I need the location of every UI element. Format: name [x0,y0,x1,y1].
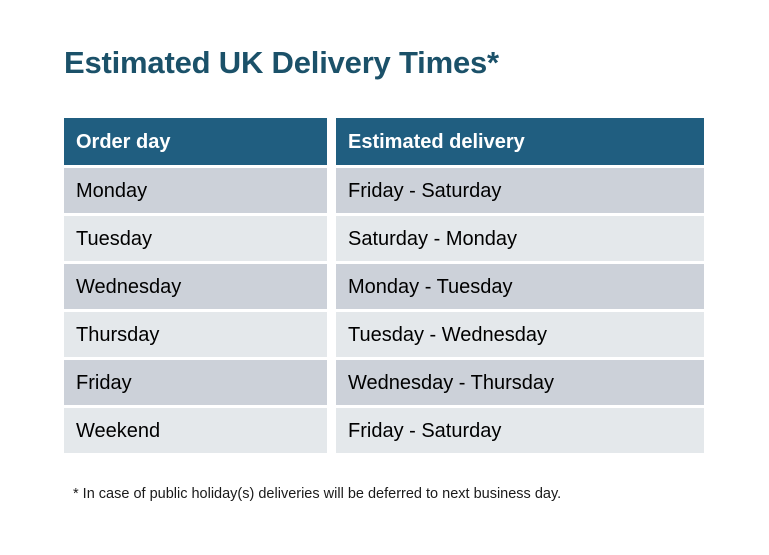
cell-estimated-delivery: Friday - Saturday [336,408,704,453]
cell-order-day: Thursday [64,312,327,357]
table-row: Thursday Tuesday - Wednesday [64,312,704,357]
table-row: Tuesday Saturday - Monday [64,216,704,261]
cell-estimated-delivery: Friday - Saturday [336,168,704,213]
cell-order-day: Tuesday [64,216,327,261]
cell-estimated-delivery: Monday - Tuesday [336,264,704,309]
footnote-text: * In case of public holiday(s) deliverie… [73,486,562,502]
cell-estimated-delivery: Tuesday - Wednesday [336,312,704,357]
cell-order-day: Weekend [64,408,327,453]
table-row: Wednesday Monday - Tuesday [64,264,704,309]
column-header-order-day: Order day [64,118,327,165]
cell-estimated-delivery: Wednesday - Thursday [336,360,704,405]
cell-estimated-delivery: Saturday - Monday [336,216,704,261]
cell-order-day: Wednesday [64,264,327,309]
column-header-estimated-delivery: Estimated delivery [336,118,704,165]
cell-order-day: Monday [64,168,327,213]
table-row: Friday Wednesday - Thursday [64,360,704,405]
delivery-times-table: Order day Estimated delivery Monday Frid… [64,118,704,453]
page-title: Estimated UK Delivery Times* [64,45,499,80]
table-row: Weekend Friday - Saturday [64,408,704,453]
table-row: Monday Friday - Saturday [64,168,704,213]
cell-order-day: Friday [64,360,327,405]
table-header-row: Order day Estimated delivery [64,118,704,165]
